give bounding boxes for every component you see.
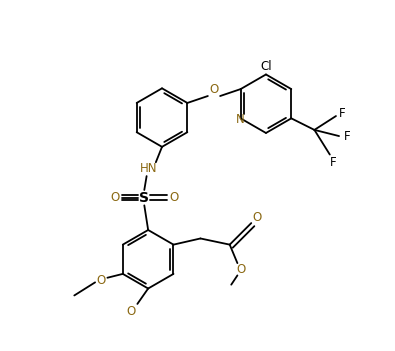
Text: Cl: Cl — [260, 60, 272, 73]
Text: N: N — [236, 113, 245, 126]
Text: F: F — [330, 156, 337, 169]
Text: O: O — [209, 83, 218, 97]
Text: F: F — [343, 130, 350, 143]
Text: F: F — [339, 107, 346, 120]
Text: HN: HN — [139, 162, 157, 175]
Text: O: O — [126, 305, 136, 318]
Text: O: O — [237, 263, 246, 276]
Text: O: O — [169, 191, 178, 204]
Text: O: O — [111, 191, 120, 204]
Text: S: S — [139, 191, 149, 205]
Text: O: O — [252, 211, 261, 224]
Text: O: O — [97, 273, 106, 286]
